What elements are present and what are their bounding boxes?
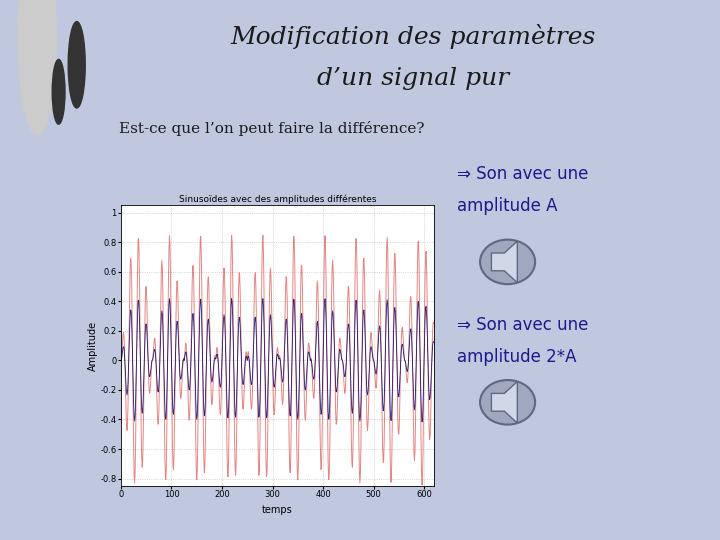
Text: amplitude 2*A: amplitude 2*A [457,348,577,366]
Text: Est-ce que l’on peut faire la différence?: Est-ce que l’on peut faire la différence… [119,122,424,137]
Title: Sinusoïdes avec des amplitudes différentes: Sinusoïdes avec des amplitudes différent… [179,195,377,205]
Circle shape [68,22,85,108]
Polygon shape [492,241,518,283]
X-axis label: temps: temps [262,505,293,515]
Text: Modification des paramètres: Modification des paramètres [230,24,596,49]
Ellipse shape [480,240,535,284]
Text: ⇒ Son avec une: ⇒ Son avec une [457,316,588,334]
Polygon shape [492,381,518,423]
Y-axis label: Amplitude: Amplitude [88,321,98,370]
Ellipse shape [480,380,535,424]
Text: ⇒ Son avec une: ⇒ Son avec une [457,165,588,183]
Circle shape [53,59,65,124]
Circle shape [18,0,56,135]
Text: amplitude A: amplitude A [457,197,558,215]
Text: d’un signal pur: d’un signal pur [317,68,510,91]
